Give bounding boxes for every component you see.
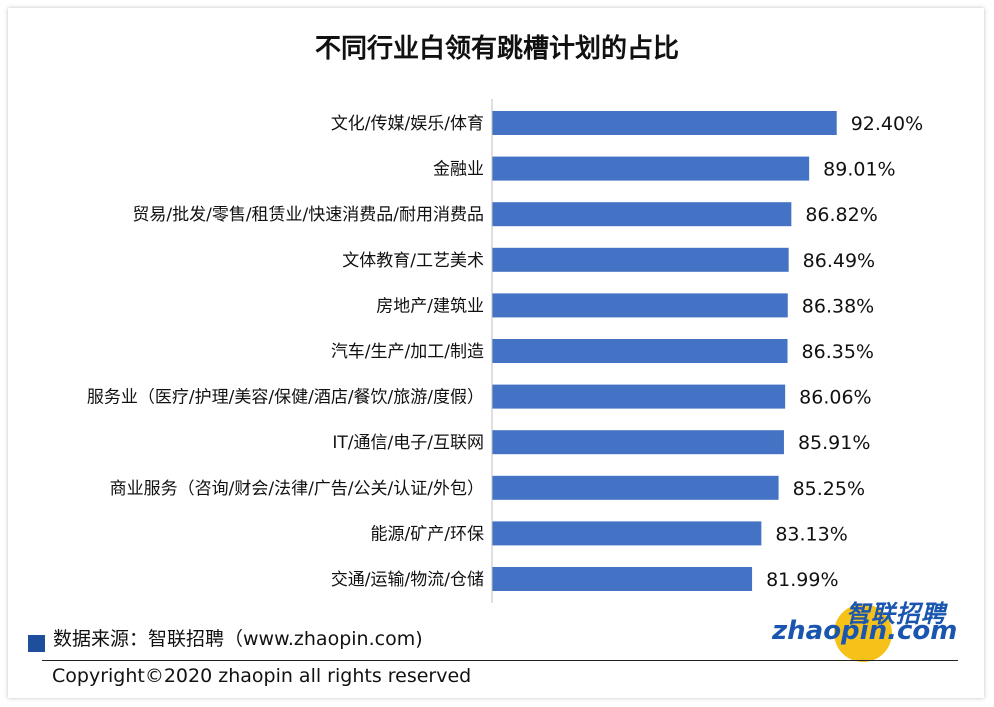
category-label: 商业服务（咨询/财会/法律/广告/公关/认证/外包） — [110, 479, 484, 499]
category-label: 金融业 — [433, 160, 484, 180]
source-marker — [28, 635, 45, 652]
value-label: 86.82% — [805, 204, 877, 226]
bar — [492, 475, 779, 500]
zhaopin-logo: 智联招聘 zhaopin.com — [770, 594, 970, 662]
chart-title: 不同行业白领有跳槽计划的占比 — [314, 34, 679, 64]
bar — [492, 430, 784, 455]
category-label: 汽车/生产/加工/制造 — [331, 342, 484, 362]
category-label: 文体教育/工艺美术 — [342, 251, 484, 271]
bar — [492, 521, 762, 546]
value-label: 85.25% — [793, 478, 865, 500]
bar — [492, 339, 788, 363]
category-label: 能源/矿产/环保 — [371, 524, 484, 544]
category-label: 房地产/建筑业 — [376, 296, 484, 316]
category-label: 服务业（医疗/护理/美容/保健/酒店/餐饮/旅游/度假） — [87, 388, 484, 408]
category-label: 交通/运输/物流/仓储 — [331, 570, 484, 590]
bar — [492, 202, 792, 227]
logo-circle — [834, 604, 892, 662]
category-label: IT/通信/电子/互联网 — [332, 433, 484, 453]
category-label: 贸易/批发/零售/租赁业/快速消费品/耐用消费品 — [132, 205, 484, 225]
source-label: 数据来源：智联招聘（www.zhaopin.com) — [53, 628, 423, 650]
value-label: 81.99% — [766, 569, 838, 591]
bar — [492, 293, 788, 318]
logo-text-cn: 智联招聘 — [846, 600, 946, 628]
value-label: 92.40% — [851, 113, 923, 135]
data-source: 数据来源：智联招聘（www.zhaopin.com) — [28, 624, 423, 652]
value-label: 86.49% — [803, 250, 875, 272]
value-label: 85.91% — [798, 432, 870, 454]
value-label: 86.35% — [802, 341, 874, 363]
category-label: 文化/传媒/娱乐/体育 — [331, 114, 484, 134]
value-label: 86.06% — [799, 387, 871, 409]
bar — [492, 247, 789, 272]
bar — [492, 567, 753, 591]
value-label: 83.13% — [775, 523, 847, 545]
logo-text-en: zhaopin.com — [772, 616, 958, 646]
bar — [492, 111, 837, 135]
bar — [492, 384, 786, 409]
copyright: Copyright©2020 zhaopin all rights reserv… — [52, 665, 472, 687]
value-label: 86.38% — [802, 295, 874, 317]
value-label: 89.01% — [823, 159, 895, 181]
bar — [492, 156, 810, 181]
footer-divider — [42, 660, 958, 661]
